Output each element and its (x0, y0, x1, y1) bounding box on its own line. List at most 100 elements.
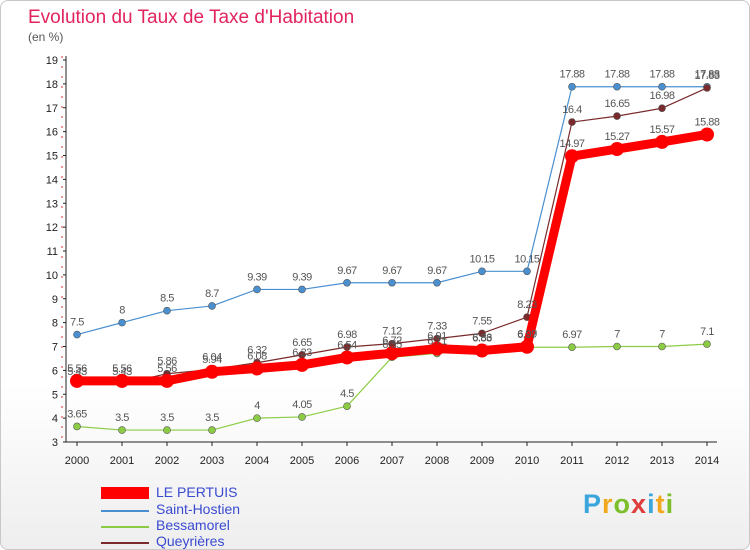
legend-swatch-queyrieres (101, 542, 149, 544)
proxiti-logo: Proxiti (583, 489, 674, 520)
data-label-bessamorel: 4 (254, 400, 260, 412)
data-label-bessamorel: 6.97 (517, 329, 537, 341)
data-label-le-pertuis: 14.97 (559, 138, 584, 150)
data-point-le-pertuis (475, 343, 489, 358)
data-label-bessamorel: 7 (614, 329, 620, 341)
data-label-le-pertuis: 6.54 (337, 339, 357, 351)
data-label-bessamorel: 6.86 (472, 332, 492, 344)
data-label-queyri-res: 17.83 (694, 70, 719, 82)
logo-letter: o (613, 489, 632, 519)
data-label-le-pertuis: 5.94 (202, 354, 222, 366)
data-point-saint-hostien (568, 82, 576, 91)
y-tick-label: 9 (52, 294, 58, 306)
data-point-saint-hostien (343, 278, 351, 287)
data-label-saint-hostien: 17.88 (649, 69, 674, 81)
x-tick-label: 2002 (155, 455, 179, 467)
legend-label: Bessamorel (156, 517, 230, 533)
data-point-queyri-res (568, 118, 576, 126)
data-point-bessamorel (118, 426, 126, 434)
x-tick-label: 2011 (560, 455, 584, 467)
logo-letter: t (655, 489, 666, 519)
x-tick-label: 2005 (290, 455, 314, 467)
data-point-saint-hostien (163, 306, 171, 315)
data-label-le-pertuis: 6.83 (472, 333, 492, 345)
data-point-le-pertuis (700, 127, 714, 142)
data-label-saint-hostien: 9.67 (337, 265, 357, 277)
data-point-bessamorel (613, 342, 621, 351)
data-point-saint-hostien (478, 267, 486, 276)
data-label-bessamorel: 3.5 (205, 412, 219, 424)
y-tick-label: 4 (52, 413, 58, 425)
data-label-le-pertuis: 15.27 (604, 131, 629, 143)
data-label-le-pertuis: 5.56 (157, 363, 177, 375)
y-tick-label: 13 (46, 198, 58, 210)
data-label-queyri-res: 7.55 (472, 315, 492, 327)
data-label-saint-hostien: 17.88 (694, 69, 719, 81)
x-tick-label: 2013 (650, 455, 674, 467)
data-label-le-pertuis: 6.99 (517, 329, 537, 341)
y-tick-label: 18 (46, 79, 58, 91)
data-label-queyri-res: 5.43 (67, 366, 87, 378)
data-label-saint-hostien: 9.39 (292, 271, 312, 283)
data-label-le-pertuis: 6.91 (427, 331, 447, 343)
data-label-bessamorel: 4.05 (292, 399, 312, 411)
data-point-le-pertuis (385, 346, 399, 361)
data-label-saint-hostien: 7.5 (70, 317, 84, 329)
data-label-queyri-res: 16.98 (649, 90, 674, 102)
x-tick-label: 2003 (200, 455, 224, 467)
data-label-saint-hostien: 17.88 (559, 69, 584, 81)
y-tick-label: 16 (46, 127, 58, 139)
data-point-saint-hostien (253, 285, 261, 294)
data-point-queyri-res (703, 84, 711, 92)
y-tick-label: 12 (46, 222, 58, 234)
data-label-queyri-res: 5.86 (157, 356, 177, 368)
data-point-saint-hostien (298, 285, 306, 294)
data-label-saint-hostien: 9.67 (427, 265, 447, 277)
data-label-bessamorel: 3.65 (67, 408, 87, 420)
data-point-saint-hostien (658, 82, 666, 91)
data-point-le-pertuis (70, 373, 84, 388)
logo-letter: r (602, 489, 614, 519)
data-point-saint-hostien (388, 278, 396, 287)
data-label-saint-hostien: 10.15 (469, 253, 494, 265)
data-label-queyri-res: 6.65 (292, 337, 312, 349)
data-label-le-pertuis: 5.56 (67, 363, 87, 375)
x-tick-label: 2004 (245, 455, 269, 467)
data-label-saint-hostien: 10.15 (514, 253, 539, 265)
x-tick-label: 2000 (65, 455, 89, 467)
data-label-le-pertuis: 15.57 (649, 124, 674, 136)
data-point-bessamorel (253, 414, 261, 422)
data-point-saint-hostien (208, 302, 216, 310)
y-tick-label: 19 (46, 55, 58, 67)
data-point-bessamorel (73, 422, 81, 431)
data-point-le-pertuis (160, 373, 174, 388)
data-label-bessamorel: 4.5 (340, 388, 354, 400)
y-tick-label: 11 (47, 246, 58, 258)
data-label-queyri-res: 6.32 (247, 345, 267, 357)
legend-label: Saint-Hostien (156, 501, 241, 517)
data-point-saint-hostien (118, 318, 126, 327)
data-point-queyri-res (478, 329, 486, 338)
data-point-queyri-res (343, 343, 351, 351)
data-point-bessamorel (163, 426, 171, 434)
data-label-queyri-res: 7.12 (382, 326, 402, 338)
x-tick-label: 2009 (470, 455, 494, 467)
data-point-le-pertuis (430, 341, 444, 356)
data-point-saint-hostien (433, 278, 441, 287)
y-tick-label: 10 (46, 270, 58, 282)
data-label-saint-hostien: 9.67 (382, 265, 402, 277)
y-tick-label: 17 (46, 103, 58, 115)
data-point-le-pertuis (565, 149, 579, 164)
data-label-bessamorel: 3.5 (115, 412, 129, 424)
data-label-queyri-res: 6.98 (337, 329, 357, 341)
x-tick-label: 2001 (110, 455, 134, 467)
data-point-bessamorel (298, 413, 306, 421)
data-label-le-pertuis: 6.08 (247, 350, 267, 362)
x-tick-label: 2010 (515, 455, 539, 467)
chart-unit: (en %) (28, 30, 64, 44)
data-label-le-pertuis: 6.23 (292, 347, 312, 359)
logo-letter: P (583, 489, 603, 519)
data-label-queyri-res: 7.33 (427, 321, 447, 333)
data-point-le-pertuis (250, 361, 264, 376)
data-label-bessamorel: 6.97 (562, 329, 582, 341)
